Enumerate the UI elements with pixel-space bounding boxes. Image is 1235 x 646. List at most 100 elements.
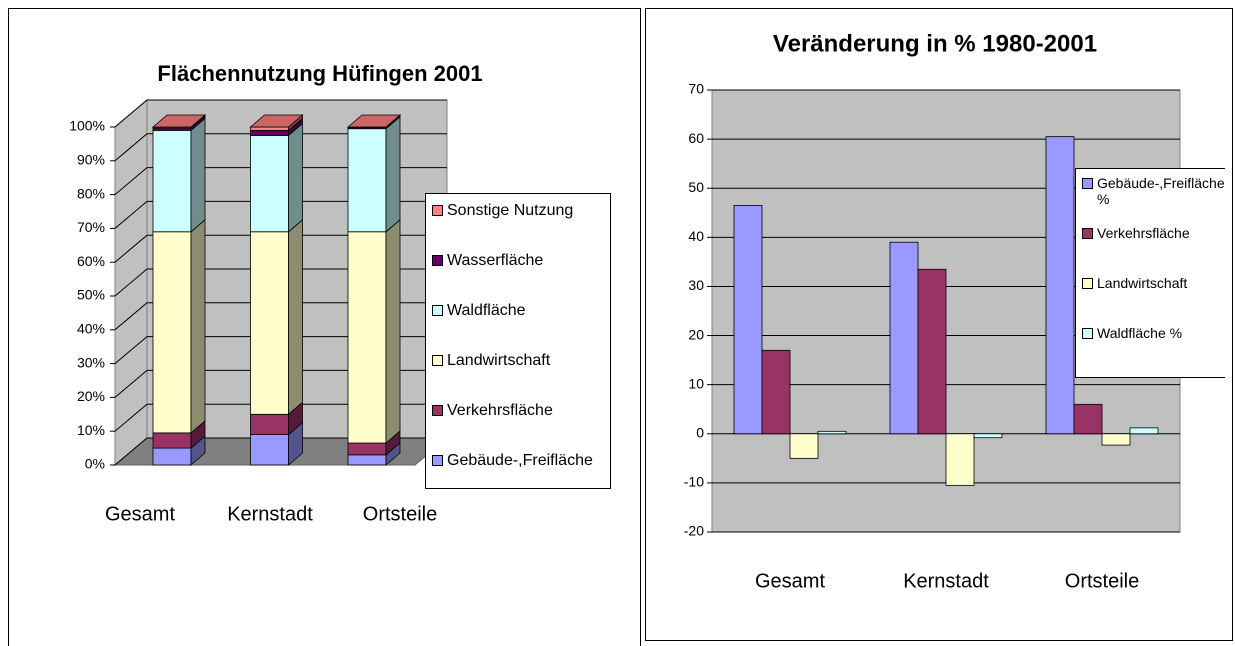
legend-swatch: [432, 205, 443, 216]
grid-line: [114, 234, 447, 263]
legend-entry: Verkehrsfläche: [432, 402, 607, 420]
y-tick-label: 60%: [77, 253, 105, 269]
bar-segment: [347, 454, 387, 466]
y-tick-label: 20%: [77, 388, 105, 404]
bar-segment: [250, 434, 289, 466]
y-tick-label: 30: [688, 277, 704, 293]
x-tick-label: Gesamt: [755, 570, 825, 592]
bar-top: [151, 114, 207, 128]
bar-segment: [347, 231, 387, 444]
bar-segment: [152, 447, 192, 466]
y-tick-label: 40%: [77, 321, 105, 337]
bar-segment: [250, 231, 289, 415]
bar: [973, 433, 1003, 439]
bar: [1129, 427, 1159, 435]
legend-entry: Verkehrsfläche: [1082, 225, 1222, 241]
legend: Gebäude-,Freifläche % Verkehrsfläche Landw…: [1075, 168, 1225, 378]
legend: Sonstige Nutzung Wasserfläche Waldfläche La…: [425, 193, 611, 489]
legend-label: Verkehrsfläche: [447, 402, 553, 419]
legend-label: Waldfläche %: [1097, 325, 1183, 341]
x-tick-label: Gesamt: [105, 503, 175, 525]
chart-title: Veränderung in % 1980-2001: [773, 30, 1097, 57]
y-tick-label: 70: [688, 81, 704, 97]
y-tick-label: 90%: [77, 152, 105, 168]
legend-swatch: [432, 305, 443, 316]
bar: [1045, 136, 1075, 435]
bar: [761, 349, 791, 435]
legend-label: Sonstige Nutzung: [447, 202, 574, 219]
bar-segment: [152, 231, 192, 434]
y-tick-label: 70%: [77, 219, 105, 235]
legend-label: Landwirtschaft: [1097, 275, 1188, 291]
bar-segment: [347, 442, 387, 456]
y-tick-label: 50: [688, 179, 704, 195]
bar-segment: [152, 432, 192, 449]
chart-title: Flächennutzung Hüfingen 2001: [157, 61, 482, 86]
y-tick-label: 0: [696, 424, 704, 440]
bar-segment: [347, 128, 387, 233]
legend-entry: Gebäude-,Freifläche: [432, 452, 607, 470]
bar-segment-side: [385, 115, 401, 233]
bar: [817, 430, 847, 435]
legend-entry: Landwirtschaft: [432, 352, 607, 370]
y-tick-label: 100%: [69, 118, 105, 134]
grid-line: [114, 437, 447, 466]
legend-label: Wasserfläche: [447, 252, 544, 269]
bar-segment: [152, 129, 192, 233]
x-tick-label: Kernstadt: [227, 503, 313, 525]
legend-entry: Waldfläche: [432, 302, 607, 320]
x-tick-label: Ortsteile: [1065, 570, 1139, 592]
x-tick-label: Ortsteile: [363, 503, 437, 525]
bar-top: [249, 114, 304, 128]
grid-line: [114, 133, 447, 162]
y-tick-label: 0%: [85, 456, 105, 472]
legend-label: Waldfläche: [447, 302, 526, 319]
bar: [1101, 433, 1131, 446]
bar-segment: [250, 126, 289, 131]
legend-swatch: [1082, 328, 1093, 339]
y-tick-label: 50%: [77, 287, 105, 303]
legend-swatch: [1082, 178, 1093, 189]
y-tick-label: 80%: [77, 185, 105, 201]
legend-entry: Landwirtschaft: [1082, 275, 1222, 291]
y-tick-label: 10: [688, 375, 704, 391]
y-tick-label: 20: [688, 326, 704, 342]
bar-segment: [250, 135, 289, 233]
bar-segment-side: [288, 122, 303, 233]
bar-segment: [250, 413, 289, 435]
legend-label: Gebäude-,Freifläche: [447, 452, 593, 469]
grid-line: [114, 99, 447, 128]
grid-line: [114, 302, 447, 331]
panel-left: [8, 8, 641, 646]
legend-label: Verkehrsfläche: [1097, 225, 1190, 241]
bar: [945, 433, 975, 486]
legend-entry: Gebäude-,Freifläche %: [1082, 175, 1225, 207]
legend-entry: Sonstige Nutzung: [432, 202, 607, 220]
legend-entry: Wasserfläche: [432, 252, 607, 270]
bar: [1073, 403, 1103, 435]
legend-label: Landwirtschaft: [447, 352, 551, 369]
bar: [917, 268, 947, 435]
bar-top: [346, 114, 402, 128]
legend-swatch: [432, 455, 443, 466]
y-tick-label: 30%: [77, 354, 105, 370]
bar-segment-side: [190, 218, 206, 434]
legend-swatch: [432, 355, 443, 366]
legend-swatch: [432, 255, 443, 266]
bar-segment-side: [190, 117, 206, 233]
grid-line: [114, 403, 447, 432]
y-tick-label: -20: [684, 523, 704, 539]
bar: [733, 205, 763, 435]
x-tick-label: Kernstadt: [903, 570, 989, 592]
grid-line: [114, 336, 447, 364]
grid-line: [114, 167, 447, 195]
legend-swatch: [1082, 228, 1093, 239]
panel-right: [645, 8, 1233, 641]
y-tick-label: 40: [688, 228, 704, 244]
legend-swatch: [432, 405, 443, 416]
y-tick-label: -10: [684, 474, 704, 490]
grid-line: [114, 200, 447, 229]
bar-segment: [250, 129, 289, 136]
